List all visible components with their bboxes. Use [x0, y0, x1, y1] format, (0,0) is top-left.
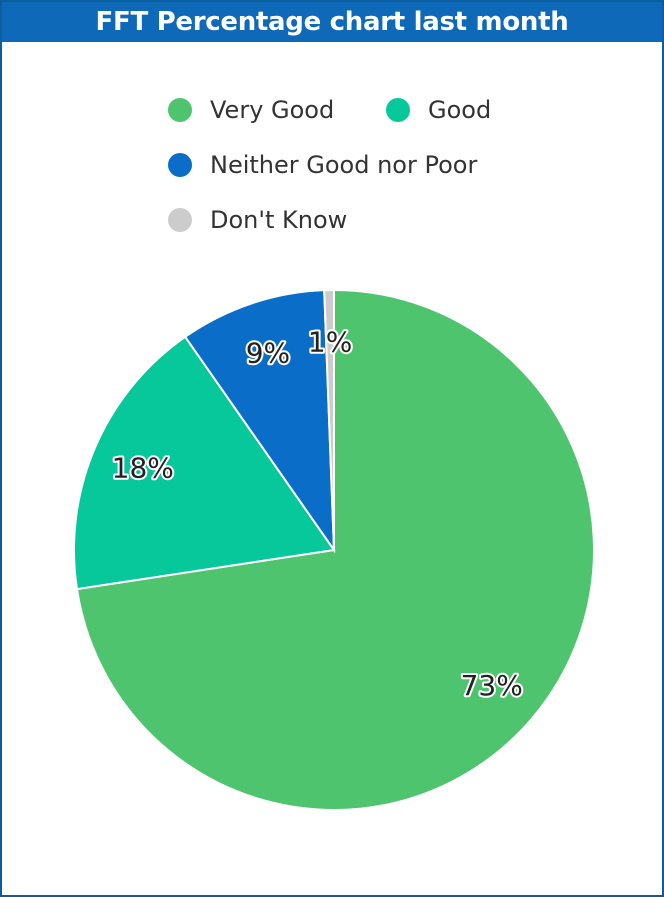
- legend-swatch-neither-good-nor-poor: [168, 153, 192, 177]
- chart-legend: Very Good Good Neither Good nor Poor Don…: [2, 86, 662, 256]
- slice-label-don-t-know: 1%: [308, 326, 352, 359]
- pie-slice-neither-good-nor-poor[interactable]: [183, 289, 336, 554]
- pie-chart: 73% 18% 9% 1%: [72, 288, 595, 811]
- legend-swatch-dont-know: [168, 208, 192, 232]
- slice-label-very-good: 73%: [461, 669, 523, 702]
- pie-slice-don-t-know[interactable]: [323, 288, 335, 551]
- pie-slice-good[interactable]: [72, 335, 336, 591]
- legend-label-dont-know: Don't Know: [210, 206, 348, 234]
- slice-label-good: 18%: [112, 452, 174, 485]
- legend-swatch-good: [386, 98, 410, 122]
- slice-label-neither-good-nor-poor: 9%: [246, 336, 290, 369]
- legend-label-good: Good: [428, 96, 492, 124]
- legend-label-very-good: Very Good: [210, 96, 335, 124]
- legend-label-neither-good-nor-poor: Neither Good nor Poor: [210, 151, 478, 179]
- legend-swatch-very-good: [168, 98, 192, 122]
- pie-chart-area: 73% 18% 9% 1%: [2, 272, 662, 832]
- pie-slice-very-good[interactable]: [75, 288, 595, 811]
- chart-title: FFT Percentage chart last month: [2, 2, 662, 42]
